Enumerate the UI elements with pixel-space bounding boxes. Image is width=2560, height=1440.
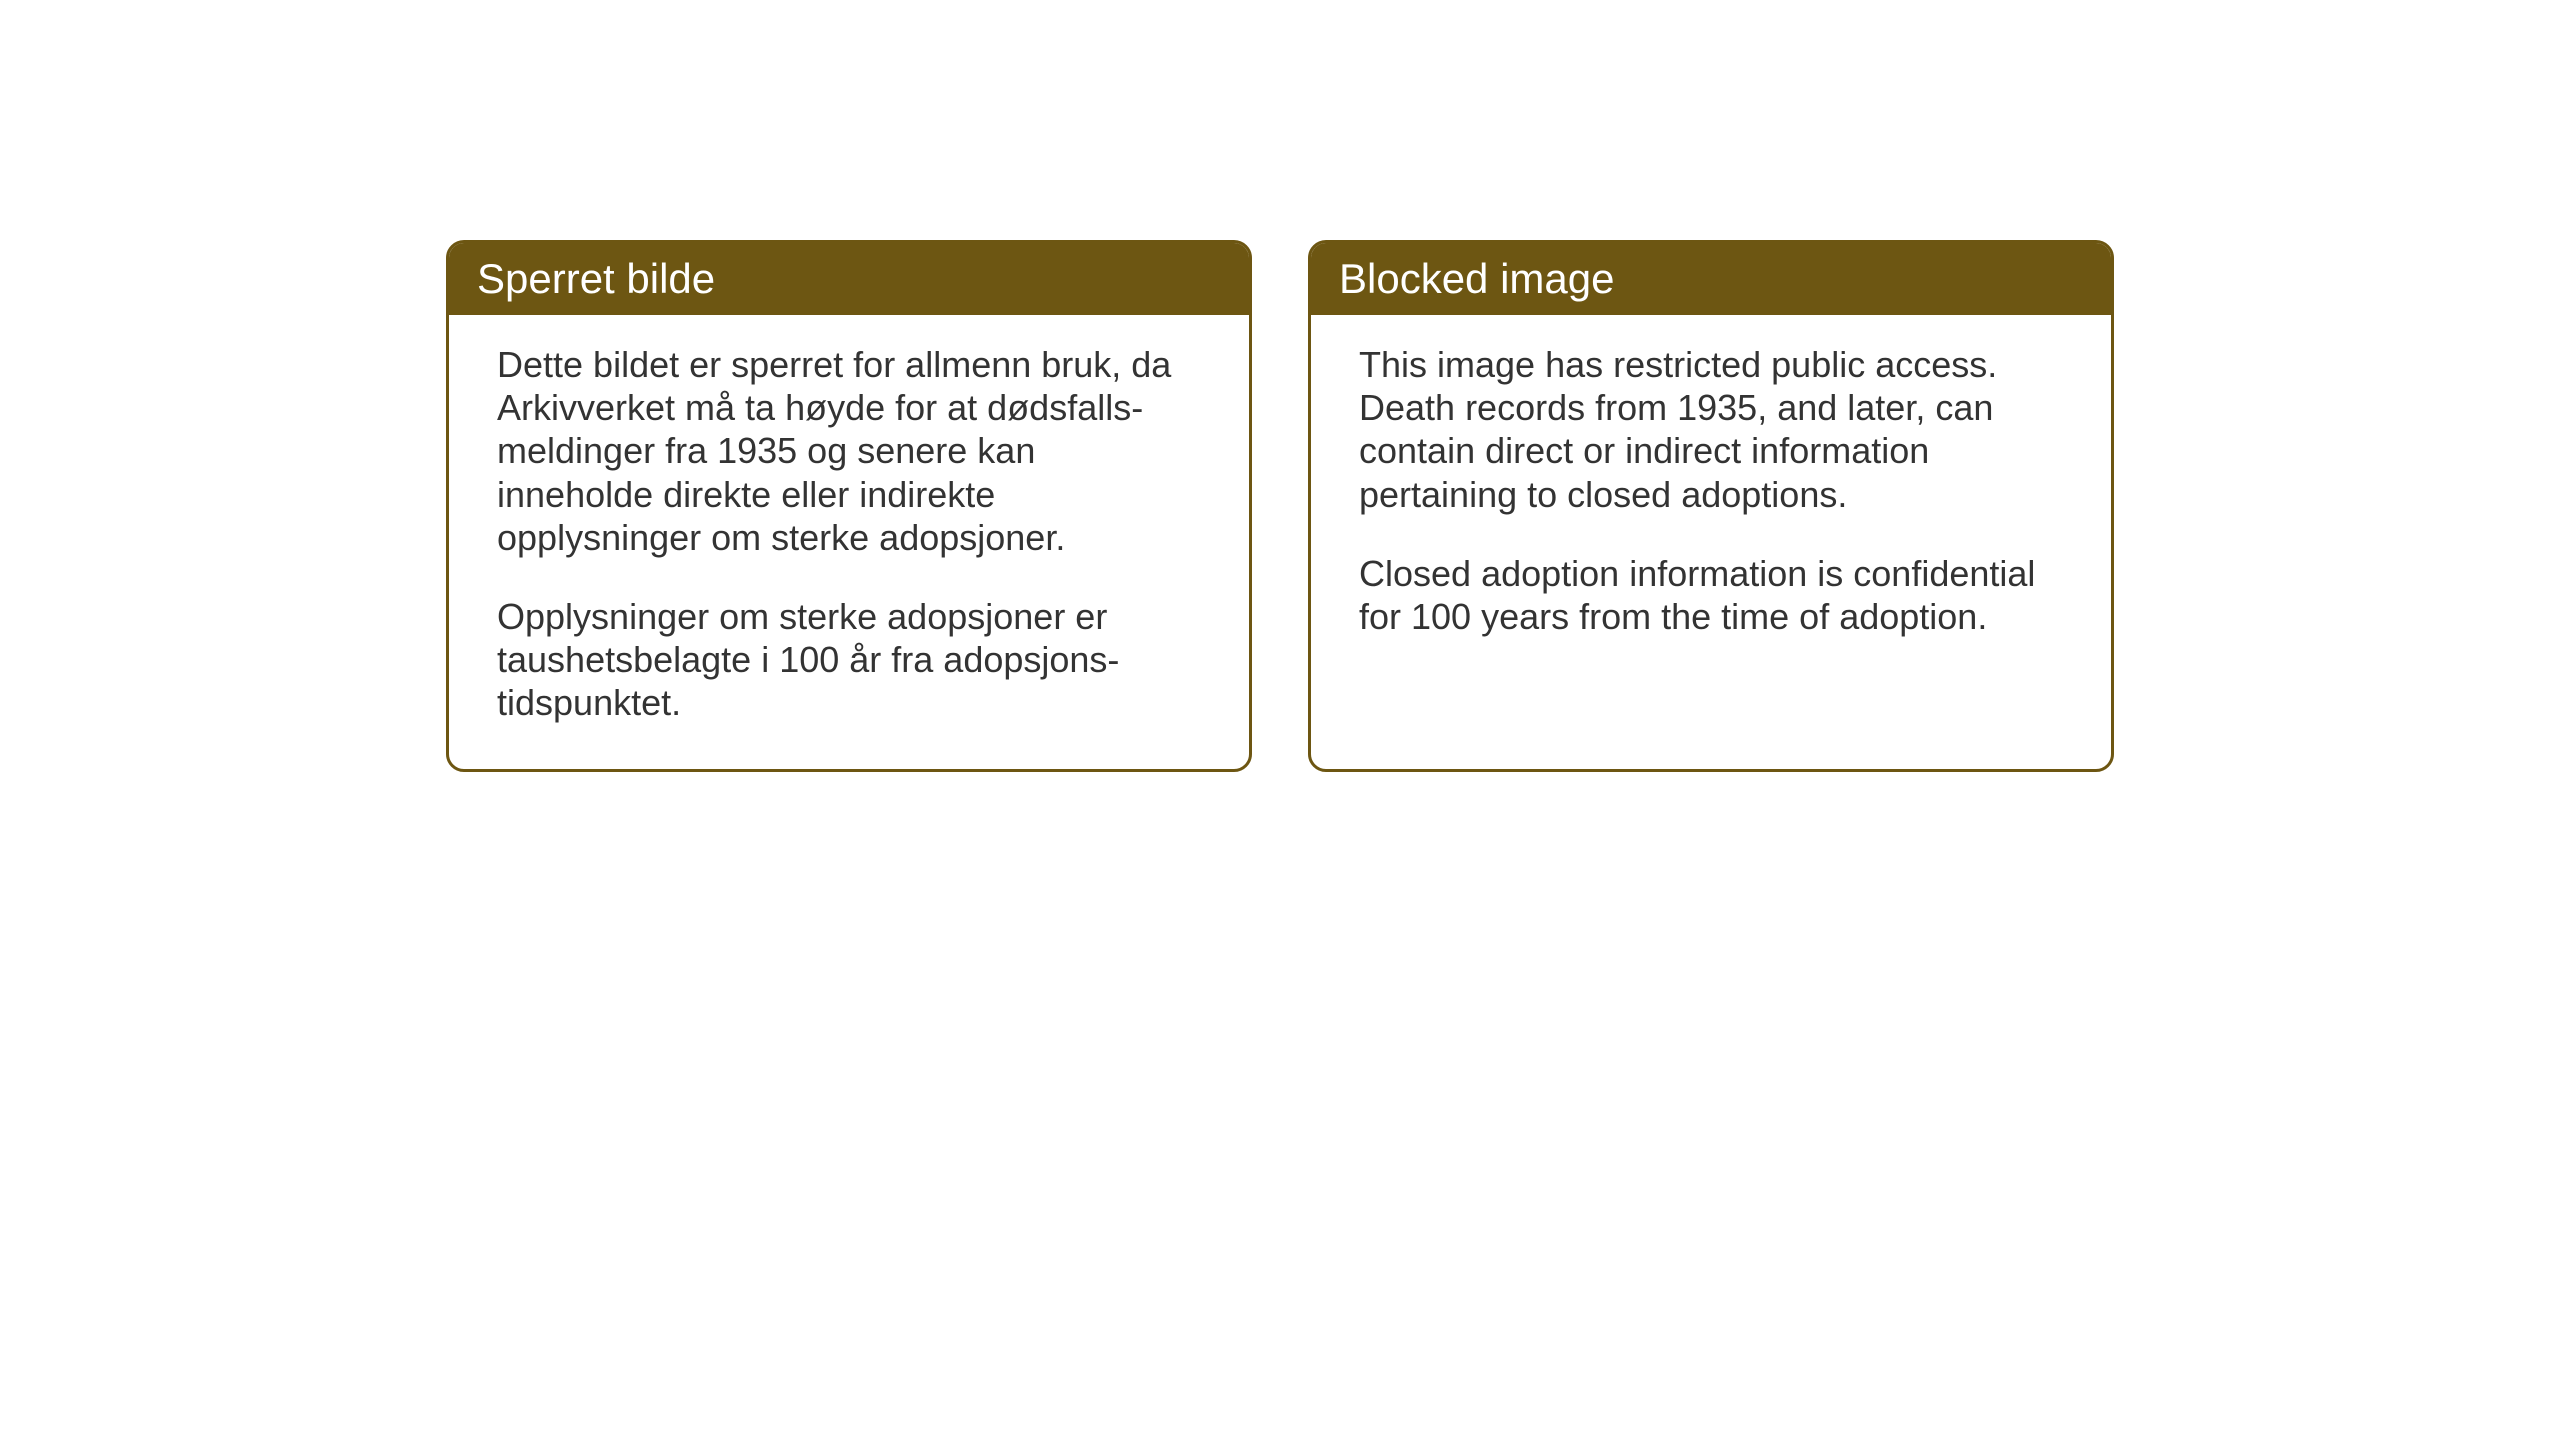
- norwegian-notice-card: Sperret bilde Dette bildet er sperret fo…: [446, 240, 1252, 772]
- notice-container: Sperret bilde Dette bildet er sperret fo…: [446, 240, 2114, 772]
- english-card-body: This image has restricted public access.…: [1311, 315, 2111, 682]
- norwegian-card-body: Dette bildet er sperret for allmenn bruk…: [449, 315, 1249, 769]
- norwegian-card-title: Sperret bilde: [449, 243, 1249, 315]
- english-paragraph-1: This image has restricted public access.…: [1359, 343, 2063, 516]
- english-paragraph-2: Closed adoption information is confident…: [1359, 552, 2063, 638]
- english-card-title: Blocked image: [1311, 243, 2111, 315]
- norwegian-paragraph-1: Dette bildet er sperret for allmenn bruk…: [497, 343, 1201, 559]
- norwegian-paragraph-2: Opplysninger om sterke adopsjoner er tau…: [497, 595, 1201, 725]
- english-notice-card: Blocked image This image has restricted …: [1308, 240, 2114, 772]
